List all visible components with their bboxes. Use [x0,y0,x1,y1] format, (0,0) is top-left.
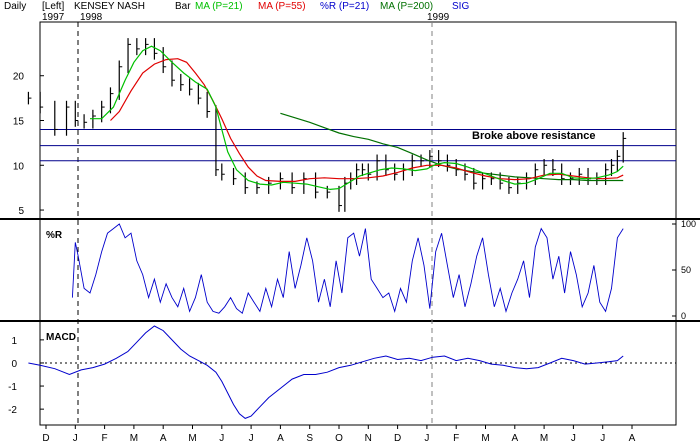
month-label: D [42,433,49,444]
month-label: A [629,433,636,444]
month-label: M [188,433,196,444]
month-label: A [511,433,518,444]
year-1999-label: 1999 [427,12,450,23]
month-label: J [424,433,429,444]
month-label: M [540,433,548,444]
month-label: J [571,433,576,444]
macd-y-tick-label: -1 [8,382,17,393]
month-label: J [73,433,78,444]
legend-ma21: MA (P=21) [195,1,243,12]
macd-series [28,325,676,419]
breakout-annotation: Broke above resistance [472,130,596,142]
macd-y-tick-label: -2 [8,405,17,416]
percent-r-y-tick-label: 50 [681,265,691,275]
month-label: D [394,433,401,444]
ma200-line [280,112,624,182]
legend-sig: SIG [452,1,469,12]
month-label: J [219,433,224,444]
month-label: A [160,433,167,444]
percent-r-y-tick-label: 0 [681,311,686,321]
percent-r-panel-title: %R [46,230,63,241]
macd-panel-title: MACD [46,332,76,343]
second-year-label: 1998 [80,12,103,23]
price-y-tick-label: 15 [13,117,25,128]
start-year-label: 1997 [42,12,65,23]
price-y-tick-label: 10 [13,161,25,172]
macd-line [28,325,624,419]
month-label: M [481,433,489,444]
chart-title: KENSEY NASH [74,1,145,12]
month-label: F [453,433,459,444]
percent-r-line [71,223,624,314]
axis-side-label: [Left] [42,1,64,12]
month-label: A [277,433,284,444]
month-label: N [365,433,372,444]
ma21-line [90,45,624,191]
month-label: M [130,433,138,444]
month-label: O [335,433,343,444]
percent-r-y-tick-label: 100 [681,219,696,229]
legend-percent-r: %R (P=21) [320,1,369,12]
legend-ma200: MA (P=200) [380,1,433,12]
price-bars [27,38,627,212]
month-label: F [102,433,108,444]
bar-label: Bar [175,1,191,12]
moving-averages [90,45,624,191]
legend-ma55: MA (P=55) [258,1,306,12]
axis-ticks: 5 10 15 20 0 50 100 -2 -1 0 1 [8,72,696,416]
price-y-tick-label: 5 [18,206,24,217]
month-label: S [306,433,313,444]
percent-r-series [71,223,624,314]
macd-y-tick-label: 1 [11,336,17,347]
macd-y-tick-label: 0 [11,359,17,370]
ma55-line [110,58,624,182]
price-y-tick-label: 20 [13,72,25,83]
resistance-lines [40,128,676,162]
period-label: Daily [4,1,26,12]
month-label: J [600,433,605,444]
month-label: J [249,433,254,444]
